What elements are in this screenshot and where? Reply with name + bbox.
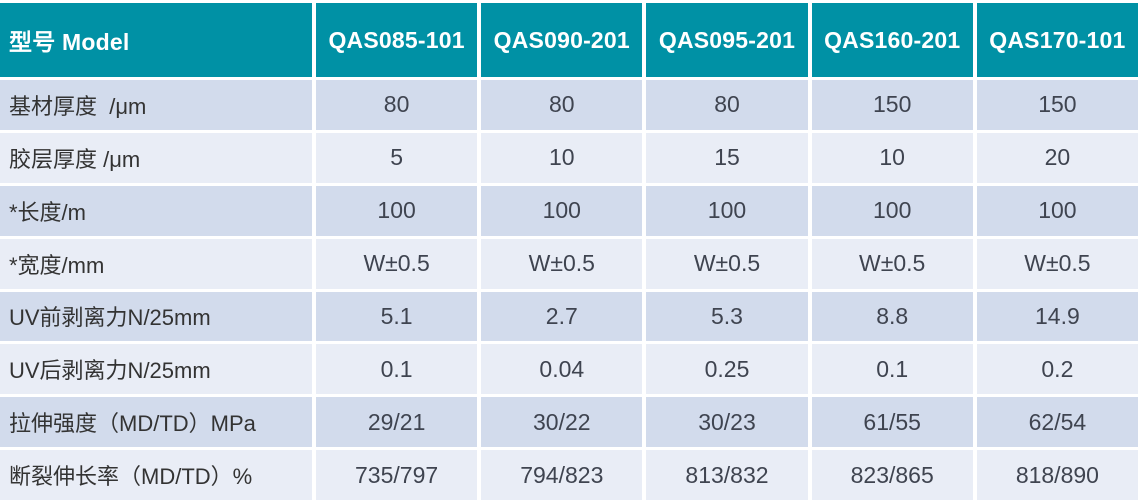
data-cell: 823/865 xyxy=(811,450,973,500)
data-cell: 14.9 xyxy=(976,291,1138,342)
data-cell: 30/22 xyxy=(481,397,643,448)
data-cell: 80 xyxy=(316,80,478,130)
data-cell: W±0.5 xyxy=(481,238,643,289)
header-cell-qas085-101: QAS085-101 xyxy=(316,3,478,77)
row-label-peel-before-uv: UV前剥离力N/25mm xyxy=(0,291,312,342)
data-cell: 5 xyxy=(316,132,478,183)
data-cell: 62/54 xyxy=(976,397,1138,448)
data-cell: 813/832 xyxy=(646,450,808,500)
data-cell: 20 xyxy=(976,132,1138,183)
header-cell-model: 型号 Model xyxy=(0,3,312,77)
header-cell-qas170-101: QAS170-101 xyxy=(976,3,1138,77)
header-cell-qas095-201: QAS095-201 xyxy=(646,3,808,77)
row-label-elongation: 断裂伸长率（MD/TD）% xyxy=(0,450,312,500)
data-cell: 5.1 xyxy=(316,291,478,342)
data-cell: W±0.5 xyxy=(976,238,1138,289)
data-cell: 10 xyxy=(481,132,643,183)
data-cell: 735/797 xyxy=(316,450,478,500)
row-label-width: *宽度/mm xyxy=(0,238,312,289)
data-cell: 150 xyxy=(976,80,1138,130)
data-cell: W±0.5 xyxy=(646,238,808,289)
data-cell: 100 xyxy=(481,185,643,236)
data-cell: 0.04 xyxy=(481,344,643,395)
header-cell-qas160-201: QAS160-201 xyxy=(811,3,973,77)
data-cell: 30/23 xyxy=(646,397,808,448)
data-cell: 10 xyxy=(811,132,973,183)
data-cell: 794/823 xyxy=(481,450,643,500)
data-cell: 818/890 xyxy=(976,450,1138,500)
data-cell: 0.1 xyxy=(316,344,478,395)
data-cell: 5.3 xyxy=(646,291,808,342)
header-cell-qas090-201: QAS090-201 xyxy=(481,3,643,77)
data-cell: 8.8 xyxy=(811,291,973,342)
data-cell: 2.7 xyxy=(481,291,643,342)
data-cell: 80 xyxy=(646,80,808,130)
data-cell: 29/21 xyxy=(316,397,478,448)
row-label-base-thickness: 基材厚度 /μm xyxy=(0,80,312,130)
data-cell: 100 xyxy=(976,185,1138,236)
data-cell: 15 xyxy=(646,132,808,183)
data-cell: 100 xyxy=(811,185,973,236)
data-cell: 100 xyxy=(316,185,478,236)
data-cell: W±0.5 xyxy=(316,238,478,289)
data-cell: 80 xyxy=(481,80,643,130)
data-cell: 0.25 xyxy=(646,344,808,395)
data-cell: 100 xyxy=(646,185,808,236)
data-cell: 150 xyxy=(811,80,973,130)
data-cell: 61/55 xyxy=(811,397,973,448)
row-label-adhesive-thickness: 胶层厚度 /μm xyxy=(0,132,312,183)
row-label-peel-after-uv: UV后剥离力N/25mm xyxy=(0,344,312,395)
data-cell: 0.1 xyxy=(811,344,973,395)
row-label-length: *长度/m xyxy=(0,185,312,236)
data-cell: W±0.5 xyxy=(811,238,973,289)
row-label-tensile-strength: 拉伸强度（MD/TD）MPa xyxy=(0,397,312,448)
data-cell: 0.2 xyxy=(976,344,1138,395)
